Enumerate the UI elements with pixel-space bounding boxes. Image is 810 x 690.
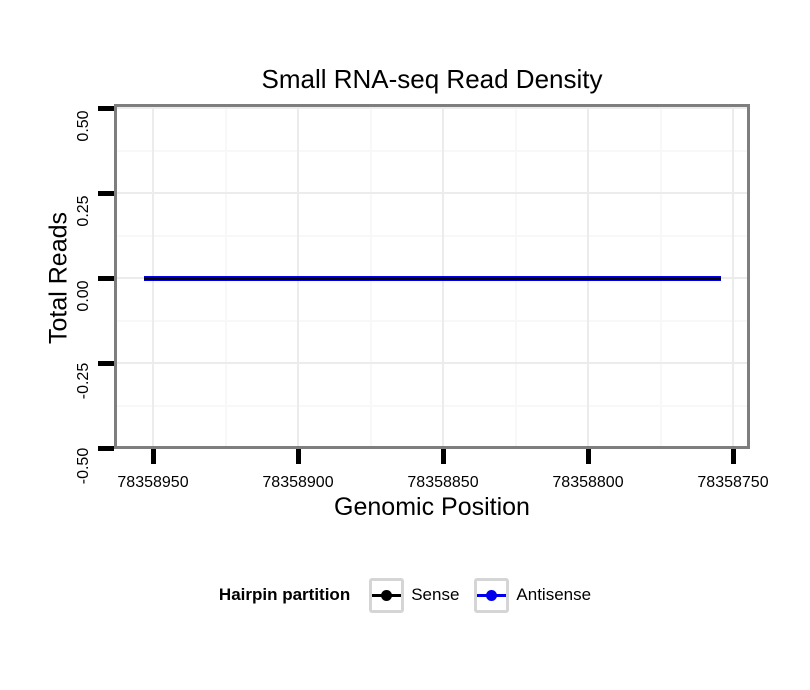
x-tick-label: 78358800: [552, 474, 624, 491]
y-tick-label: -0.50: [75, 447, 92, 485]
y-tick: [98, 445, 114, 451]
x-axis-title: Genomic Position: [334, 493, 530, 521]
grid-minor-horizontal: [117, 404, 747, 407]
grid-major-horizontal: [117, 447, 747, 449]
y-axis-title: Total Reads: [44, 211, 73, 345]
legend-key-sense: [369, 577, 405, 613]
x-tick-label: 78358750: [697, 474, 769, 491]
legend-entry-antisense: Antisense: [474, 577, 592, 613]
grid-minor-horizontal: [117, 234, 747, 237]
grid-major-horizontal: [117, 192, 747, 194]
y-tick: [98, 275, 114, 281]
legend-key-antisense: [474, 577, 510, 613]
grid-minor-horizontal: [117, 149, 747, 152]
legend-label-sense: Sense: [411, 585, 460, 604]
x-tick: [440, 449, 446, 464]
legend-title: Hairpin partition: [218, 585, 351, 604]
legend-entry-sense: Sense: [369, 577, 460, 613]
grid-major-vertical: [732, 107, 734, 446]
x-tick: [730, 449, 736, 464]
x-tick-label: 78358850: [407, 474, 479, 491]
sense-point-icon: [381, 589, 393, 601]
y-tick: [98, 190, 114, 196]
x-tick-label: 78358900: [262, 474, 334, 491]
y-tick-label: 0.50: [75, 110, 92, 142]
legend: Hairpin partition Sense Antisense: [0, 577, 810, 613]
chart-title: Small RNA-seq Read Density: [261, 64, 603, 94]
x-tick: [585, 449, 591, 464]
plot-panel: [114, 104, 750, 449]
grid-minor-horizontal: [117, 319, 747, 322]
grid-major-horizontal: [117, 107, 747, 109]
antisense-point-icon: [486, 589, 498, 601]
y-tick-label: 0.00: [75, 280, 92, 312]
x-tick: [150, 449, 156, 464]
x-tick: [295, 449, 301, 464]
y-tick: [98, 360, 114, 366]
legend-label-antisense: Antisense: [516, 585, 592, 604]
y-tick-label: 0.25: [75, 195, 92, 227]
grid-major-horizontal: [117, 362, 747, 364]
y-tick-label: -0.25: [75, 362, 92, 400]
x-tick-label: 78358950: [117, 474, 189, 491]
y-tick: [98, 105, 114, 111]
series-line-sense: [144, 276, 722, 280]
